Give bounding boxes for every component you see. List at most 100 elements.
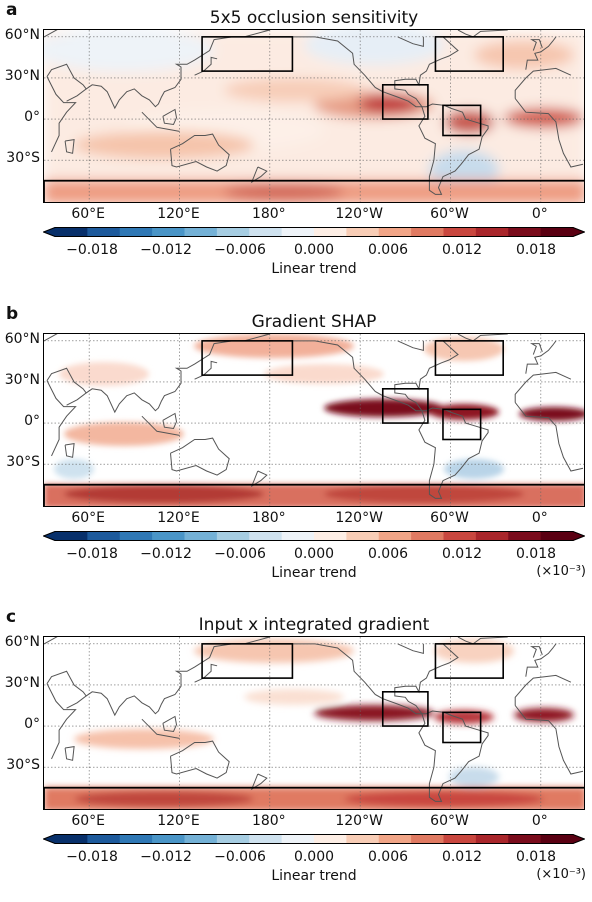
colorbar-segment — [314, 531, 347, 541]
colorbar-segment — [152, 227, 185, 237]
colorbar-tick-label: −0.006 — [214, 546, 266, 562]
lat-tick-label: 0° — [24, 413, 40, 430]
panel-letter: a — [6, 0, 18, 20]
colorbar-extend-high — [573, 227, 585, 237]
colorbar-segment — [443, 834, 477, 844]
colorbar-segment — [508, 531, 542, 541]
lon-tick-label: 0° — [531, 813, 548, 829]
region-box — [442, 408, 482, 441]
region-box — [434, 643, 504, 679]
coastline — [194, 360, 218, 380]
colorbar — [43, 227, 585, 237]
coastline — [85, 637, 270, 717]
lon-tick-label: 120°W — [335, 510, 383, 526]
colorbar-segment — [540, 834, 574, 844]
map-overlay — [44, 637, 584, 809]
lon-tick-label: 120°E — [157, 813, 200, 829]
coastline — [525, 36, 557, 70]
coastline — [292, 340, 422, 412]
panel-letter: c — [6, 607, 17, 627]
map-plot — [43, 333, 585, 507]
coastline — [418, 407, 489, 499]
lon-tick-label: 120°W — [335, 206, 383, 222]
colorbar-tick-label: 0.012 — [441, 849, 483, 865]
heatmap-fields — [44, 639, 584, 809]
colorbar-segment — [281, 834, 315, 844]
lon-tick-label: 60°E — [71, 206, 105, 222]
coastline — [418, 710, 489, 802]
colorbar-segment — [87, 531, 121, 541]
coastline — [529, 39, 543, 51]
colorbar-segment — [346, 834, 380, 844]
lon-tick-label: 60°E — [71, 510, 105, 526]
lon-tick-label: 0° — [531, 206, 548, 222]
panel-b: b Gradient SHAP 60°N 30°N 0° 30 — [0, 304, 592, 599]
colorbar-segment — [475, 834, 509, 844]
coastline — [457, 334, 474, 342]
lat-tick-label: 30°N — [4, 371, 40, 388]
colorbar-extend-high — [573, 531, 585, 541]
coastline — [394, 643, 459, 714]
colorbar-extend-high — [573, 834, 585, 844]
colorbar-outline — [43, 227, 585, 237]
lat-tick-label: 0° — [24, 716, 40, 733]
colorbar-tick-label: −0.006 — [214, 242, 266, 258]
coastline — [250, 166, 268, 184]
region-box — [434, 36, 504, 72]
colorbar-segment — [540, 227, 574, 237]
region-box-southern-ocean — [44, 483, 584, 506]
coastline — [46, 674, 584, 775]
coastline — [397, 36, 424, 48]
region-box-southern-ocean — [44, 179, 584, 202]
coastline — [472, 334, 508, 342]
region-box-southern-ocean — [44, 786, 584, 809]
colorbar-tick-label: 0.018 — [515, 242, 557, 258]
colorbar-segment — [346, 227, 380, 237]
coastline — [525, 643, 557, 677]
region-box — [381, 84, 429, 120]
coastline — [162, 412, 178, 430]
colorbar-segment — [249, 834, 283, 844]
coastline — [85, 30, 270, 110]
region-box — [201, 340, 294, 376]
colorbar-segment — [314, 227, 347, 237]
colorbar-tick-label: 0.006 — [367, 849, 409, 865]
colorbar-segment — [119, 531, 153, 541]
lon-tick-label: 60°E — [71, 813, 105, 829]
colorbar-segment — [378, 227, 412, 237]
lat-tick-label: 30°S — [6, 454, 40, 471]
colorbar-tick-label: 0.012 — [441, 546, 483, 562]
coastline — [170, 133, 230, 172]
colorbar-tick-label: −0.012 — [140, 242, 192, 258]
colorbar-tick-label: −0.018 — [66, 242, 118, 258]
coastline — [170, 740, 230, 779]
panel-c: c Input x integrated gradient 60°N 30°N 0°… — [0, 607, 592, 902]
lon-tick-label: 180° — [251, 813, 286, 829]
colorbar-segment — [216, 227, 250, 237]
colorbar-segment — [314, 834, 347, 844]
coastline — [141, 415, 180, 436]
map-overlay — [44, 30, 584, 202]
colorbar-extend-low — [43, 227, 55, 237]
colorbar-tick-label: −0.012 — [140, 546, 192, 562]
region-box — [201, 36, 294, 72]
colorbar-tick-label: −0.018 — [66, 849, 118, 865]
colorbar-segment — [55, 834, 88, 844]
colorbar-segment — [378, 834, 412, 844]
coastline — [64, 746, 75, 761]
colorbar-segment — [184, 834, 218, 844]
lat-tick-label: 30°N — [4, 67, 40, 84]
coastline — [64, 139, 75, 154]
colorbar-tick-label: −0.012 — [140, 849, 192, 865]
colorbar-segment — [346, 531, 380, 541]
region-box — [442, 104, 482, 137]
map-plot — [43, 29, 585, 203]
coastline — [46, 367, 87, 406]
coastline — [194, 56, 218, 76]
lat-tick-label: 0° — [24, 109, 40, 126]
map-plot — [43, 636, 585, 810]
colorbar-segment — [152, 834, 185, 844]
heatmap-svg — [44, 30, 584, 202]
coastline — [397, 643, 424, 655]
region-box — [201, 643, 294, 679]
